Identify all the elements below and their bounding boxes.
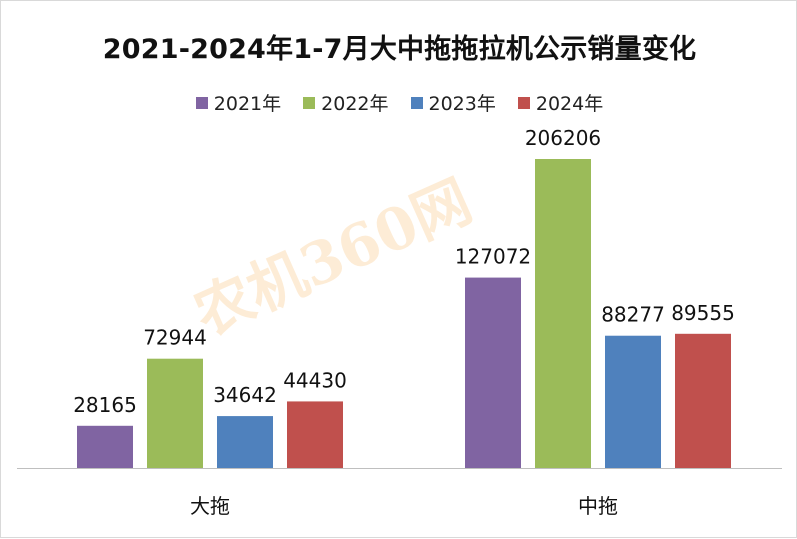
legend-item: 2024年 bbox=[517, 89, 604, 116]
bar bbox=[535, 159, 591, 468]
category-label: 中拖 bbox=[578, 494, 618, 518]
data-label: 206206 bbox=[525, 126, 601, 150]
data-label: 72944 bbox=[143, 326, 207, 350]
bar bbox=[217, 416, 273, 468]
bar bbox=[287, 401, 343, 468]
category-label: 大拖 bbox=[190, 494, 230, 518]
legend-swatch bbox=[517, 96, 530, 109]
legend: 2021年 2022年 2023年 2024年 bbox=[1, 89, 797, 116]
data-label: 34642 bbox=[213, 383, 277, 407]
bar bbox=[147, 358, 203, 468]
data-label: 127072 bbox=[455, 245, 531, 269]
legend-label: 2022年 bbox=[321, 93, 389, 115]
data-label: 89555 bbox=[671, 301, 735, 325]
legend-item: 2023年 bbox=[410, 89, 496, 116]
bar bbox=[465, 277, 521, 468]
data-label: 88277 bbox=[601, 303, 665, 327]
legend-swatch bbox=[303, 96, 316, 109]
legend-swatch bbox=[195, 96, 208, 109]
legend-item: 2021年 bbox=[195, 89, 282, 116]
bar bbox=[605, 335, 661, 468]
chart-title: 2021-2024年1-7月大中拖拖拉机公示销量变化 bbox=[102, 34, 697, 65]
legend-item: 2022年 bbox=[303, 89, 389, 116]
legend-swatch bbox=[410, 96, 423, 109]
bar bbox=[675, 333, 731, 468]
legend-label: 2024年 bbox=[535, 93, 604, 115]
bar bbox=[77, 425, 133, 468]
data-label: 28165 bbox=[73, 393, 137, 417]
legend-label: 2021年 bbox=[213, 93, 282, 115]
data-label: 44430 bbox=[283, 368, 347, 392]
legend-label: 2023年 bbox=[428, 93, 496, 115]
